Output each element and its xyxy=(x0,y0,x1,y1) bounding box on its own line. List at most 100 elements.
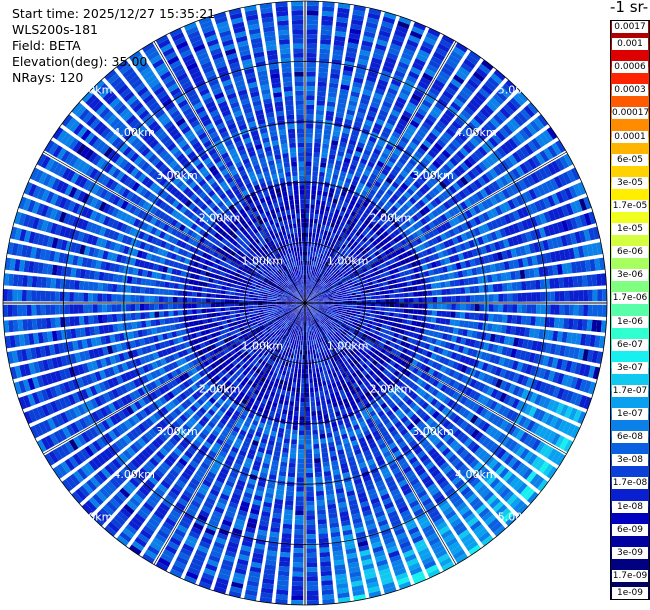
ray-gate-cell xyxy=(432,490,443,501)
ray-gate-cell xyxy=(259,596,273,604)
ray-gate-cell xyxy=(358,353,365,360)
ray-gate-cell xyxy=(428,190,437,199)
ray-gate-cell xyxy=(420,278,427,284)
ray-gate-cell xyxy=(132,474,143,485)
ray-gate-cell xyxy=(337,320,343,324)
ray-gate-cell xyxy=(479,294,485,302)
ray-gate-cell xyxy=(328,276,333,281)
ray-gate-cell xyxy=(324,120,333,126)
ray-gate-cell xyxy=(385,398,393,406)
ray-gate-cell xyxy=(561,374,569,386)
ray-gate-cell xyxy=(402,335,408,342)
ray-gate-cell xyxy=(348,139,357,146)
ray-gate-cell xyxy=(133,440,143,451)
ray-gate-cell xyxy=(460,304,466,311)
ray-gate-cell xyxy=(222,402,230,410)
ray-gate-cell xyxy=(316,338,320,344)
ray-gate-cell xyxy=(187,566,201,576)
ray-gate-cell xyxy=(286,341,290,347)
ray-gate-cell xyxy=(245,457,253,465)
ray-gate-cell xyxy=(316,199,321,205)
ray-gate-cell xyxy=(351,324,357,329)
ray-gate-cell xyxy=(360,345,366,351)
ray-gate-cell xyxy=(397,173,406,182)
ray-gate-cell xyxy=(299,416,305,421)
ray-gate-cell xyxy=(281,413,287,420)
ray-gate-cell xyxy=(320,289,325,293)
ray-gate-cell xyxy=(354,202,361,209)
ray-gate-cell xyxy=(145,460,156,471)
ray-gate-cell xyxy=(394,177,403,186)
ray-gate-cell xyxy=(322,598,335,605)
ray-gate-cell xyxy=(238,360,245,366)
ray-gate-cell xyxy=(92,456,103,468)
ray-gate-cell xyxy=(294,401,300,407)
ray-gate-cell xyxy=(456,383,465,392)
ray-gate-cell xyxy=(315,486,324,492)
ray-gate-cell xyxy=(327,293,332,296)
ray-gate-cell xyxy=(273,328,279,333)
ray-gate-cell xyxy=(524,351,531,362)
ray-gate-cell xyxy=(388,316,394,322)
ray-gate-cell xyxy=(499,368,507,378)
ray-gate-cell xyxy=(142,553,155,564)
ray-gate-cell xyxy=(341,249,347,256)
ray-gate-cell xyxy=(217,364,224,371)
ray-gate-cell xyxy=(263,393,269,400)
ray-gate-cell xyxy=(493,69,506,81)
ray-gate-cell xyxy=(510,248,517,258)
ray-gate-cell xyxy=(377,484,387,492)
ray-gate-cell xyxy=(276,484,285,491)
ray-gate-cell xyxy=(375,554,387,563)
ray-gate-cell xyxy=(321,310,327,314)
ray-gate-cell xyxy=(274,367,280,374)
ray-gate-cell xyxy=(523,143,534,156)
ray-gate-cell xyxy=(512,385,521,396)
ray-gate-cell xyxy=(474,304,480,312)
ray-gate-cell xyxy=(107,521,120,533)
ray-gate-cell xyxy=(412,223,420,231)
ray-gate-cell xyxy=(171,532,184,542)
ray-gate-cell xyxy=(388,284,394,290)
ray-gate-cell xyxy=(132,493,144,504)
ray-gate-cell xyxy=(505,325,512,335)
ray-gate-cell xyxy=(340,324,346,329)
ray-gate-cell xyxy=(291,333,295,339)
ray-gate-cell xyxy=(270,338,276,344)
ray-gate-cell xyxy=(412,168,421,177)
ray-gate-cell xyxy=(452,391,460,400)
ray-gate-cell xyxy=(279,466,287,472)
ray-gate-cell xyxy=(554,250,562,262)
ray-gate-cell xyxy=(431,209,439,218)
ray-gate-cell xyxy=(518,129,530,141)
ray-gate-cell xyxy=(323,271,327,277)
ray-gate-cell xyxy=(470,75,482,86)
ray-gate-cell xyxy=(318,258,322,264)
ray-gate-cell xyxy=(508,212,516,223)
ray-gate-cell xyxy=(376,336,383,342)
ray-gate-cell xyxy=(439,325,445,332)
ray-gate-cell xyxy=(444,487,456,497)
ray-gate-cell xyxy=(341,292,347,295)
ray-gate-cell xyxy=(499,419,509,431)
ray-gate-cell xyxy=(186,535,198,544)
ray-gate-cell xyxy=(309,280,311,285)
ray-gate-cell xyxy=(347,298,353,301)
ray-gate-cell xyxy=(306,19,319,25)
ray-gate-cell xyxy=(337,259,343,265)
ray-gate-cell xyxy=(291,363,295,369)
ray-gate-cell xyxy=(414,58,426,67)
ray-gate-cell xyxy=(319,433,326,439)
ray-gate-cell xyxy=(313,223,318,229)
ray-gate-cell xyxy=(306,524,316,530)
ray-gate-cell xyxy=(339,195,345,202)
ray-gate-cell xyxy=(417,547,430,557)
ray-gate-cell xyxy=(147,545,160,556)
ray-gate-cell xyxy=(281,345,286,351)
ray-gate-cell xyxy=(428,368,435,376)
ray-gate-cell xyxy=(556,387,565,400)
ray-gate-cell xyxy=(476,465,487,476)
ray-gate-cell xyxy=(194,518,206,527)
ray-gate-cell xyxy=(305,435,312,440)
ray-gate-cell xyxy=(106,501,118,513)
